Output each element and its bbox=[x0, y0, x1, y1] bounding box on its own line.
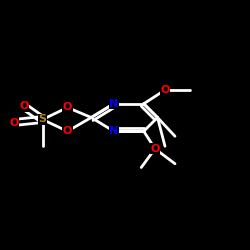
Text: O: O bbox=[63, 126, 72, 136]
Text: O: O bbox=[160, 85, 170, 95]
Text: O: O bbox=[63, 102, 72, 113]
Text: N: N bbox=[109, 99, 118, 109]
Text: O: O bbox=[150, 144, 160, 154]
Text: S: S bbox=[38, 114, 46, 124]
Text: O: O bbox=[19, 101, 28, 111]
Text: N: N bbox=[109, 126, 118, 136]
Text: O: O bbox=[9, 118, 18, 128]
